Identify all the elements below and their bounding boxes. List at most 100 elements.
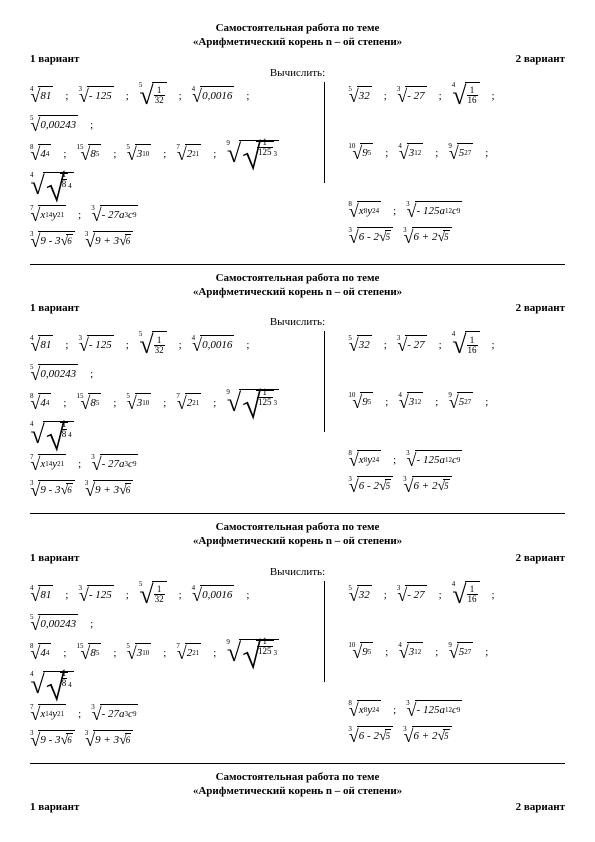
columns: 4√81; 3√- 125; 5√132; 4√0,0016; 5√0,0024…: [30, 331, 565, 505]
right-row-1: 5√32; 3√- 27; 4√116;: [348, 82, 565, 110]
column-left: 4√81; 3√- 125; 5√132; 4√0,0016; 5√0,0024…: [30, 331, 330, 505]
column-right: 5√32; 3√- 27; 4√116; 10√95; 4√312; 9√527…: [330, 82, 565, 256]
variant-2-label: 2 вариант: [516, 302, 565, 314]
radical: 5√310: [126, 643, 151, 663]
radical: 7√x14 y21: [30, 454, 66, 474]
right-row-5: 8√x8y24; 3√- 125a12c9: [348, 699, 565, 721]
radical: 3√- 27: [397, 585, 427, 605]
columns: 4√81; 3√- 125; 5√132; 4√0,0016; 5√0,0024…: [30, 581, 565, 755]
left-row-3: 8√44; 15√85; 5√310; 7√221; 9√⎷11253: [30, 639, 322, 667]
right-row-4: [348, 170, 565, 196]
radical: 8√44: [30, 643, 51, 663]
left-row-6: 3√9 - 3√6 3√9 + 3√6: [30, 729, 322, 751]
radical: 7√x14 y21: [30, 205, 66, 225]
title-line-2: «Арифметический корень n – ой степени»: [30, 35, 565, 49]
radical: 4√0,0016: [192, 335, 235, 355]
right-row-1: 5√32; 3√- 27; 4√116;: [348, 331, 565, 359]
left-row-2: 5√0,00243;: [30, 363, 322, 385]
variant-1-label: 1 вариант: [30, 302, 79, 314]
compute-label: Вычислить:: [30, 67, 565, 79]
radical: 4√81: [30, 86, 53, 106]
radical: 4√81: [30, 335, 53, 355]
radical: 7√221: [176, 393, 201, 413]
radical: 15√85: [76, 144, 101, 164]
left-row-5: 7√x14 y21; 3√- 27a3c9: [30, 703, 322, 725]
radical: 3√- 125: [78, 86, 113, 106]
column-left: 4√81; 3√- 125; 5√132; 4√0,0016; 5√0,0024…: [30, 82, 330, 256]
radical: 3√- 125: [78, 585, 113, 605]
compute-label: Вычислить:: [30, 316, 565, 328]
radical: 8√x8y24: [348, 700, 381, 720]
right-row-4: [348, 419, 565, 445]
right-row-4: [348, 669, 565, 695]
radical: 5√0,00243: [30, 115, 78, 135]
radical: 3√9 + 3√6: [85, 730, 134, 750]
left-row-1: 4√81; 3√- 125; 5√132; 4√0,0016;: [30, 82, 322, 110]
radical: 3√6 - 2√5: [348, 726, 393, 746]
radical: 3√- 27a3c9: [91, 704, 138, 724]
right-row-3: 10√95; 4√312; 9√527;: [348, 639, 565, 665]
radical: 10√95: [348, 642, 373, 662]
radical: 7√221: [176, 643, 201, 663]
radical: 3√- 27: [397, 335, 427, 355]
radical: 3√6 + 2√5: [403, 476, 452, 496]
title-line-1: Самостоятельная работа по теме: [30, 520, 565, 534]
radical: 3√9 - 3√6: [30, 730, 75, 750]
radical: 3√6 - 2√5: [348, 227, 393, 247]
left-row-2: 5√0,00243;: [30, 114, 322, 136]
radical: 10√95: [348, 392, 373, 412]
radical: 5√0,00243: [30, 614, 78, 634]
left-row-6: 3√9 - 3√6 3√9 + 3√6: [30, 230, 322, 252]
worksheet-block-partial: Самостоятельная работа по теме «Арифмети…: [30, 764, 565, 824]
column-left: 4√81; 3√- 125; 5√132; 4√0,0016; 5√0,0024…: [30, 581, 330, 755]
title-line-2: «Арифметический корень n – ой степени»: [30, 784, 565, 798]
left-row-5: 7√x14 y21; 3√- 27a3c9: [30, 204, 322, 226]
radical: 4√312: [398, 392, 423, 412]
radical: 4√116: [452, 82, 480, 110]
radical: 3√- 125: [78, 335, 113, 355]
radical: 3√6 - 2√5: [348, 476, 393, 496]
radical: 3√6 + 2√5: [403, 726, 452, 746]
radical: 15√85: [76, 643, 101, 663]
right-row-6: 3√6 - 2√5 3√6 + 2√5: [348, 725, 565, 747]
duplicate-container: Самостоятельная работа по теме «Арифмети…: [30, 265, 565, 764]
left-row-4: 4√⎷184: [30, 671, 322, 699]
title: Самостоятельная работа по теме «Арифмети…: [30, 770, 565, 799]
radical: 3√9 - 3√6: [30, 480, 75, 500]
radical: 3√- 27: [397, 86, 427, 106]
variant-row: 1 вариант 2 вариант: [30, 801, 565, 813]
radical: 3√9 + 3√6: [85, 231, 134, 251]
right-row-6: 3√6 - 2√5 3√6 + 2√5: [348, 226, 565, 248]
right-row-6: 3√6 - 2√5 3√6 + 2√5: [348, 475, 565, 497]
radical: 3√9 + 3√6: [85, 480, 134, 500]
radical: 4√⎷184: [30, 671, 74, 699]
radical: 3√6 + 2√5: [403, 227, 452, 247]
column-divider: [324, 82, 325, 183]
right-row-5: 8√x8y24; 3√- 125a12c9: [348, 200, 565, 222]
title-line-1: Самостоятельная работа по теме: [30, 21, 565, 35]
title-line-2: «Арифметический корень n – ой степени»: [30, 534, 565, 548]
radical: 5√32: [348, 335, 371, 355]
radical: 4√0,0016: [192, 585, 235, 605]
column-right: 5√32; 3√- 27; 4√116; 10√95; 4√312; 9√527…: [330, 331, 565, 505]
radical: 8√44: [30, 393, 51, 413]
radical: 4√⎷184: [30, 172, 74, 200]
radical: 9√527: [448, 392, 473, 412]
left-row-3: 8√44; 15√85; 5√310; 7√221; 9√⎷11253: [30, 389, 322, 417]
title-line-1: Самостоятельная работа по теме: [30, 271, 565, 285]
right-row-5: 8√x8y24; 3√- 125a12c9: [348, 449, 565, 471]
left-row-6: 3√9 - 3√6 3√9 + 3√6: [30, 479, 322, 501]
right-row-2: [348, 363, 565, 385]
radical: 5√310: [126, 144, 151, 164]
variant-1-label: 1 вариант: [30, 801, 79, 813]
title: Самостоятельная работа по теме «Арифмети…: [30, 520, 565, 549]
columns: 4√81; 3√- 125; 5√132; 4√0,0016; 5√0,0024…: [30, 82, 565, 256]
column-divider: [324, 331, 325, 432]
radical: 9√527: [448, 642, 473, 662]
radical: 9√⎷11253: [226, 389, 279, 417]
radical: 5√310: [126, 393, 151, 413]
title-line-1: Самостоятельная работа по теме: [30, 770, 565, 784]
left-row-3: 8√44; 15√85; 5√310; 7√221; 9√⎷11253: [30, 140, 322, 168]
radical: 8√44: [30, 144, 51, 164]
title: Самостоятельная работа по теме «Арифмети…: [30, 271, 565, 300]
